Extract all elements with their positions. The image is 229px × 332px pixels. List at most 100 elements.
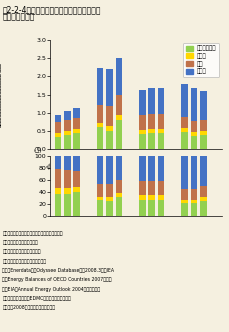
- Bar: [116, 115, 122, 120]
- Bar: [181, 203, 188, 216]
- Bar: [181, 128, 188, 132]
- Text: (％): (％): [33, 147, 42, 153]
- Bar: [55, 122, 61, 133]
- Bar: [158, 128, 164, 133]
- Bar: [97, 123, 104, 127]
- Bar: [191, 132, 197, 135]
- Bar: [116, 58, 122, 95]
- Bar: [191, 156, 197, 189]
- Bar: [191, 203, 197, 216]
- Text: 米: 米: [107, 172, 112, 181]
- Bar: [73, 187, 80, 193]
- Bar: [200, 131, 207, 135]
- Text: 1990: 1990: [88, 158, 100, 171]
- Text: 2000: 2000: [97, 158, 109, 171]
- Bar: [106, 201, 113, 216]
- Bar: [181, 156, 188, 189]
- Bar: [64, 156, 71, 170]
- Bar: [64, 120, 71, 131]
- Text: 計要覧2008年版」等から環境省作成: 計要覧2008年版」等から環境省作成: [2, 305, 55, 310]
- Bar: [139, 134, 146, 149]
- Bar: [64, 170, 71, 188]
- Bar: [55, 169, 61, 188]
- Text: 資料：Enerdata社「Odyssee Database」（2008.3），IEA: 資料：Enerdata社「Odyssee Database」（2008.3），I…: [2, 268, 114, 273]
- Text: 2005: 2005: [191, 158, 203, 171]
- Bar: [73, 156, 80, 171]
- Bar: [200, 120, 207, 131]
- Text: 世帯当たりエネルギー消費（石油換算トン/世帯）: 世帯当たりエネルギー消費（石油換算トン/世帯）: [0, 62, 1, 127]
- Bar: [97, 197, 104, 200]
- Bar: [139, 181, 146, 196]
- Bar: [191, 189, 197, 200]
- Bar: [191, 121, 197, 132]
- Text: 2005: 2005: [106, 158, 119, 171]
- Text: 独: 独: [192, 172, 196, 181]
- Bar: [148, 181, 155, 196]
- Bar: [139, 156, 146, 181]
- Bar: [116, 197, 122, 216]
- Bar: [139, 115, 146, 130]
- Bar: [158, 133, 164, 149]
- Text: 1990: 1990: [130, 158, 142, 171]
- Bar: [158, 156, 164, 181]
- Bar: [97, 184, 104, 197]
- Bar: [116, 156, 122, 180]
- Bar: [73, 129, 80, 133]
- Bar: [116, 180, 122, 193]
- Bar: [158, 114, 164, 128]
- Text: 1990: 1990: [46, 158, 58, 171]
- Text: 国EIA「Annual Energy Outlook 2004」，日本エネ: 国EIA「Annual Energy Outlook 2004」，日本エネ: [2, 287, 100, 291]
- Bar: [139, 196, 146, 200]
- Bar: [148, 156, 155, 181]
- Text: 日本: 日本: [63, 172, 72, 181]
- Bar: [97, 105, 104, 123]
- Bar: [158, 181, 164, 196]
- Bar: [200, 197, 207, 201]
- Text: ー消費量の推移: ー消費量の推移: [2, 12, 35, 21]
- Text: 英: 英: [150, 172, 154, 181]
- Bar: [55, 188, 61, 194]
- Bar: [97, 68, 104, 105]
- Bar: [64, 194, 71, 216]
- Text: 注：動力・照明他：テレビ，冷蔵庫，パソコン等: 注：動力・照明他：テレビ，冷蔵庫，パソコン等: [2, 231, 63, 236]
- Text: 2000: 2000: [182, 158, 194, 171]
- Text: 2005: 2005: [149, 158, 161, 171]
- Text: 2000: 2000: [55, 158, 67, 171]
- Bar: [97, 156, 104, 184]
- Bar: [106, 156, 113, 184]
- Bar: [64, 131, 71, 135]
- Bar: [116, 193, 122, 197]
- Text: 図2-2-4　各国の世帯当たり用途別エネルギ: 図2-2-4 各国の世帯当たり用途別エネルギ: [2, 5, 101, 14]
- Bar: [191, 135, 197, 149]
- Bar: [200, 135, 207, 149]
- Text: 冷暖房：クーラー，エアコン等: 冷暖房：クーラー，エアコン等: [2, 259, 46, 264]
- Bar: [148, 196, 155, 200]
- Bar: [64, 188, 71, 194]
- Bar: [181, 189, 188, 200]
- Legend: 動力・照明他, 厨房用, 給湯, 冷暖房: 動力・照明他, 厨房用, 給湯, 冷暖房: [183, 42, 219, 77]
- Bar: [73, 193, 80, 216]
- Bar: [73, 118, 80, 129]
- Bar: [64, 135, 71, 149]
- Bar: [106, 131, 113, 149]
- Bar: [139, 130, 146, 134]
- Bar: [191, 88, 197, 121]
- Bar: [106, 106, 113, 125]
- Text: 2000: 2000: [139, 158, 152, 171]
- Bar: [158, 88, 164, 114]
- Bar: [200, 156, 207, 186]
- Bar: [97, 127, 104, 149]
- Bar: [55, 133, 61, 136]
- Bar: [55, 136, 61, 149]
- Bar: [97, 200, 104, 216]
- Bar: [73, 108, 80, 118]
- Text: 厨房用：調理用の熱源等: 厨房用：調理用の熱源等: [2, 240, 38, 245]
- Bar: [200, 201, 207, 216]
- Bar: [148, 114, 155, 128]
- Bar: [55, 115, 61, 122]
- Bar: [55, 194, 61, 216]
- Bar: [106, 184, 113, 197]
- Bar: [73, 171, 80, 187]
- Text: 給湯用：風呂，シャワー等: 給湯用：風呂，シャワー等: [2, 249, 41, 254]
- Text: ルギー経済研究所「EDMC／エネルギー・経済統: ルギー経済研究所「EDMC／エネルギー・経済統: [2, 296, 71, 301]
